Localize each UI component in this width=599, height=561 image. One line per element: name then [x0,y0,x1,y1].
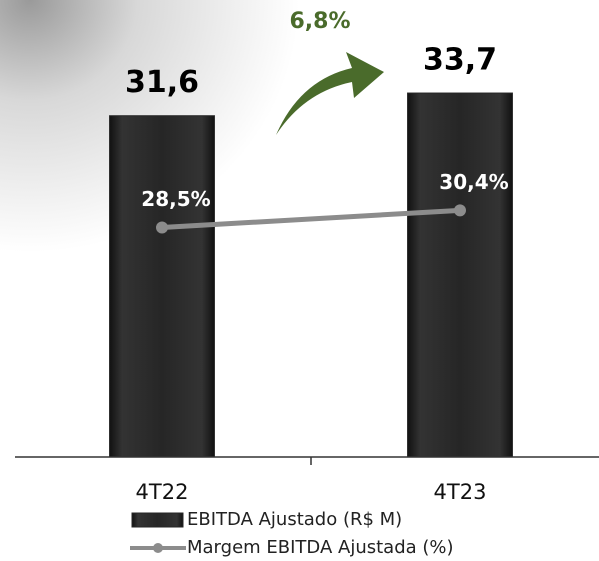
x-tick-label: 4T23 [434,480,487,504]
line-value-label: 30,4% [439,170,508,194]
line-value-label: 28,5% [141,187,210,211]
line [161,207,461,230]
growth-arrow [276,52,384,135]
legend-swatch [131,512,184,528]
bar-value-label: 31,6 [125,65,199,100]
legend-swatch-marker [153,543,163,553]
bar-value-label: 33,7 [423,43,497,78]
bar [109,115,215,458]
bar [407,92,513,458]
legend-label: EBITDA Ajustado (R$ M) [187,509,402,530]
line-marker [156,221,168,234]
line-marker [454,204,466,217]
legend-label: Margem EBITDA Ajustada (%) [187,537,454,558]
x-tick-label: 4T22 [136,480,189,504]
annotation: 6,8% [289,9,350,34]
